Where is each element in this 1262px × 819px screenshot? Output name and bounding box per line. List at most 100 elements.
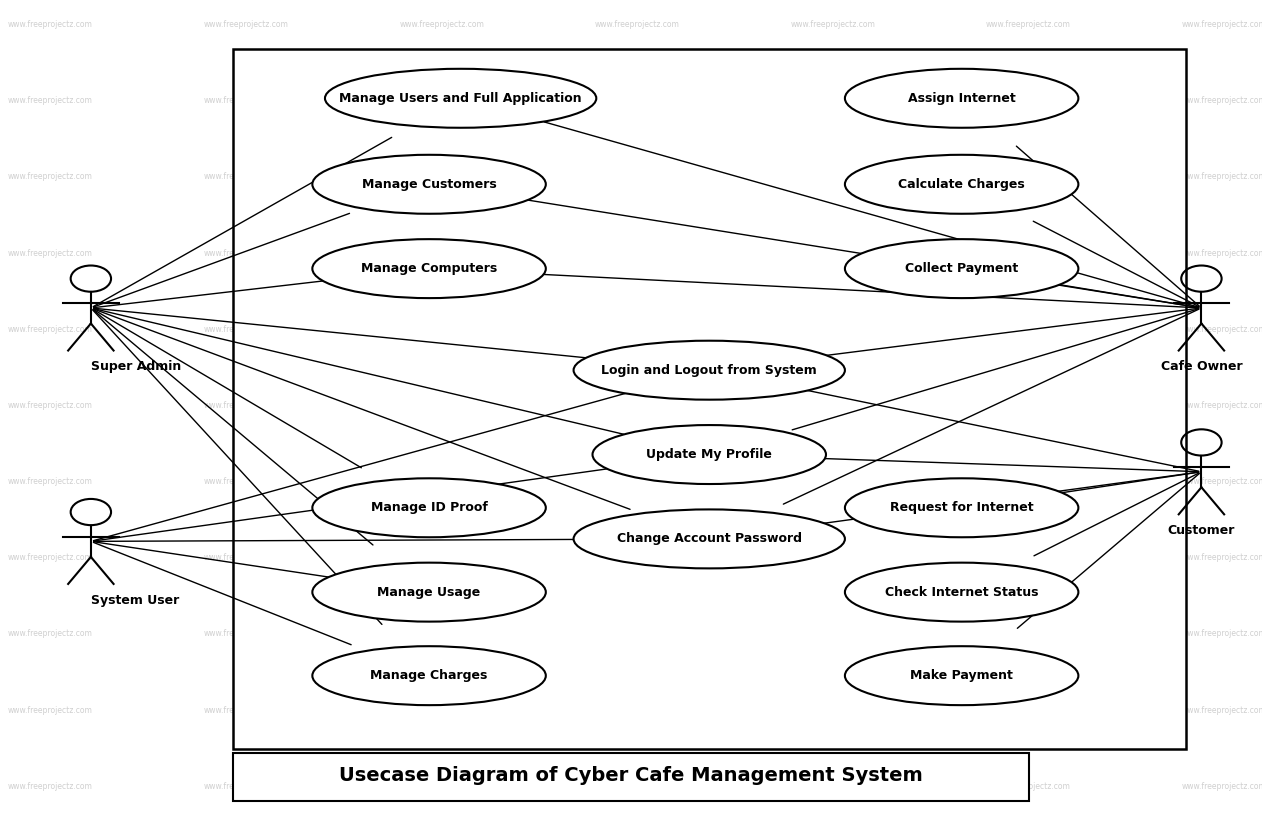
Text: www.freeprojectz.com: www.freeprojectz.com bbox=[8, 20, 93, 29]
Text: www.freeprojectz.com: www.freeprojectz.com bbox=[399, 782, 485, 790]
Text: www.freeprojectz.com: www.freeprojectz.com bbox=[790, 630, 876, 638]
Text: Assign Internet: Assign Internet bbox=[907, 92, 1016, 105]
Text: www.freeprojectz.com: www.freeprojectz.com bbox=[203, 782, 289, 790]
Ellipse shape bbox=[326, 69, 596, 128]
Text: www.freeprojectz.com: www.freeprojectz.com bbox=[790, 325, 876, 333]
Text: Check Internet Status: Check Internet Status bbox=[885, 586, 1039, 599]
Text: www.freeprojectz.com: www.freeprojectz.com bbox=[986, 477, 1071, 486]
Text: Change Account Password: Change Account Password bbox=[617, 532, 801, 545]
Text: www.freeprojectz.com: www.freeprojectz.com bbox=[203, 325, 289, 333]
Text: www.freeprojectz.com: www.freeprojectz.com bbox=[399, 20, 485, 29]
Text: www.freeprojectz.com: www.freeprojectz.com bbox=[399, 249, 485, 257]
Text: www.freeprojectz.com: www.freeprojectz.com bbox=[1181, 782, 1262, 790]
Text: www.freeprojectz.com: www.freeprojectz.com bbox=[399, 554, 485, 562]
Text: www.freeprojectz.com: www.freeprojectz.com bbox=[594, 97, 680, 105]
Text: www.freeprojectz.com: www.freeprojectz.com bbox=[790, 173, 876, 181]
Ellipse shape bbox=[313, 239, 546, 298]
FancyBboxPatch shape bbox=[233, 49, 1186, 749]
Text: www.freeprojectz.com: www.freeprojectz.com bbox=[594, 173, 680, 181]
Text: www.freeprojectz.com: www.freeprojectz.com bbox=[986, 401, 1071, 410]
Text: www.freeprojectz.com: www.freeprojectz.com bbox=[399, 477, 485, 486]
Ellipse shape bbox=[593, 425, 827, 484]
Text: www.freeprojectz.com: www.freeprojectz.com bbox=[594, 554, 680, 562]
Text: www.freeprojectz.com: www.freeprojectz.com bbox=[986, 97, 1071, 105]
Text: www.freeprojectz.com: www.freeprojectz.com bbox=[594, 325, 680, 333]
Text: www.freeprojectz.com: www.freeprojectz.com bbox=[8, 97, 93, 105]
Text: www.freeprojectz.com: www.freeprojectz.com bbox=[1181, 325, 1262, 333]
Text: www.freeprojectz.com: www.freeprojectz.com bbox=[594, 630, 680, 638]
Text: www.freeprojectz.com: www.freeprojectz.com bbox=[1181, 249, 1262, 257]
Ellipse shape bbox=[313, 646, 546, 705]
Text: www.freeprojectz.com: www.freeprojectz.com bbox=[790, 477, 876, 486]
Text: www.freeprojectz.com: www.freeprojectz.com bbox=[1181, 97, 1262, 105]
Text: www.freeprojectz.com: www.freeprojectz.com bbox=[8, 173, 93, 181]
Ellipse shape bbox=[846, 69, 1078, 128]
Text: www.freeprojectz.com: www.freeprojectz.com bbox=[1181, 706, 1262, 714]
Text: www.freeprojectz.com: www.freeprojectz.com bbox=[1181, 477, 1262, 486]
Text: www.freeprojectz.com: www.freeprojectz.com bbox=[8, 477, 93, 486]
Text: www.freeprojectz.com: www.freeprojectz.com bbox=[203, 706, 289, 714]
Text: www.freeprojectz.com: www.freeprojectz.com bbox=[203, 630, 289, 638]
Text: www.freeprojectz.com: www.freeprojectz.com bbox=[399, 173, 485, 181]
Text: Login and Logout from System: Login and Logout from System bbox=[602, 364, 817, 377]
Text: Manage Computers: Manage Computers bbox=[361, 262, 497, 275]
Text: Usecase Diagram of Cyber Cafe Management System: Usecase Diagram of Cyber Cafe Management… bbox=[339, 766, 923, 785]
Ellipse shape bbox=[574, 341, 846, 400]
Text: www.freeprojectz.com: www.freeprojectz.com bbox=[986, 630, 1071, 638]
Text: www.freeprojectz.com: www.freeprojectz.com bbox=[986, 249, 1071, 257]
Text: Manage Usage: Manage Usage bbox=[377, 586, 481, 599]
Text: Manage Charges: Manage Charges bbox=[370, 669, 488, 682]
Ellipse shape bbox=[313, 155, 546, 214]
Text: www.freeprojectz.com: www.freeprojectz.com bbox=[399, 706, 485, 714]
Text: www.freeprojectz.com: www.freeprojectz.com bbox=[203, 20, 289, 29]
Ellipse shape bbox=[313, 563, 546, 622]
Text: www.freeprojectz.com: www.freeprojectz.com bbox=[203, 401, 289, 410]
Text: www.freeprojectz.com: www.freeprojectz.com bbox=[790, 554, 876, 562]
Text: www.freeprojectz.com: www.freeprojectz.com bbox=[399, 401, 485, 410]
Text: www.freeprojectz.com: www.freeprojectz.com bbox=[790, 782, 876, 790]
Text: www.freeprojectz.com: www.freeprojectz.com bbox=[203, 554, 289, 562]
Text: Customer: Customer bbox=[1167, 524, 1235, 537]
Text: www.freeprojectz.com: www.freeprojectz.com bbox=[203, 173, 289, 181]
Text: www.freeprojectz.com: www.freeprojectz.com bbox=[986, 706, 1071, 714]
FancyBboxPatch shape bbox=[233, 753, 1029, 801]
Text: www.freeprojectz.com: www.freeprojectz.com bbox=[8, 706, 93, 714]
Text: www.freeprojectz.com: www.freeprojectz.com bbox=[986, 20, 1071, 29]
Text: www.freeprojectz.com: www.freeprojectz.com bbox=[203, 477, 289, 486]
Text: Request for Internet: Request for Internet bbox=[890, 501, 1034, 514]
Text: www.freeprojectz.com: www.freeprojectz.com bbox=[986, 173, 1071, 181]
Text: Super Admin: Super Admin bbox=[91, 360, 182, 373]
Text: Collect Payment: Collect Payment bbox=[905, 262, 1018, 275]
Text: Manage Customers: Manage Customers bbox=[362, 178, 496, 191]
Text: www.freeprojectz.com: www.freeprojectz.com bbox=[986, 554, 1071, 562]
Text: Cafe Owner: Cafe Owner bbox=[1161, 360, 1242, 373]
Ellipse shape bbox=[846, 155, 1078, 214]
Text: www.freeprojectz.com: www.freeprojectz.com bbox=[8, 401, 93, 410]
Text: www.freeprojectz.com: www.freeprojectz.com bbox=[1181, 630, 1262, 638]
Text: www.freeprojectz.com: www.freeprojectz.com bbox=[986, 325, 1071, 333]
Text: www.freeprojectz.com: www.freeprojectz.com bbox=[594, 477, 680, 486]
Text: www.freeprojectz.com: www.freeprojectz.com bbox=[594, 706, 680, 714]
Text: www.freeprojectz.com: www.freeprojectz.com bbox=[790, 97, 876, 105]
Text: www.freeprojectz.com: www.freeprojectz.com bbox=[594, 401, 680, 410]
Text: Make Payment: Make Payment bbox=[910, 669, 1013, 682]
Text: www.freeprojectz.com: www.freeprojectz.com bbox=[790, 249, 876, 257]
Text: www.freeprojectz.com: www.freeprojectz.com bbox=[8, 782, 93, 790]
Text: Update My Profile: Update My Profile bbox=[646, 448, 772, 461]
Text: www.freeprojectz.com: www.freeprojectz.com bbox=[1181, 554, 1262, 562]
Text: www.freeprojectz.com: www.freeprojectz.com bbox=[8, 249, 93, 257]
Text: www.freeprojectz.com: www.freeprojectz.com bbox=[203, 97, 289, 105]
Text: www.freeprojectz.com: www.freeprojectz.com bbox=[399, 325, 485, 333]
Text: www.freeprojectz.com: www.freeprojectz.com bbox=[986, 782, 1071, 790]
Ellipse shape bbox=[846, 646, 1078, 705]
Text: www.freeprojectz.com: www.freeprojectz.com bbox=[594, 782, 680, 790]
Ellipse shape bbox=[846, 239, 1078, 298]
Text: www.freeprojectz.com: www.freeprojectz.com bbox=[8, 554, 93, 562]
Text: www.freeprojectz.com: www.freeprojectz.com bbox=[399, 97, 485, 105]
Text: www.freeprojectz.com: www.freeprojectz.com bbox=[790, 706, 876, 714]
Text: www.freeprojectz.com: www.freeprojectz.com bbox=[1181, 173, 1262, 181]
Text: Manage ID Proof: Manage ID Proof bbox=[371, 501, 487, 514]
Text: www.freeprojectz.com: www.freeprojectz.com bbox=[8, 630, 93, 638]
Text: www.freeprojectz.com: www.freeprojectz.com bbox=[594, 249, 680, 257]
Text: System User: System User bbox=[91, 594, 179, 607]
